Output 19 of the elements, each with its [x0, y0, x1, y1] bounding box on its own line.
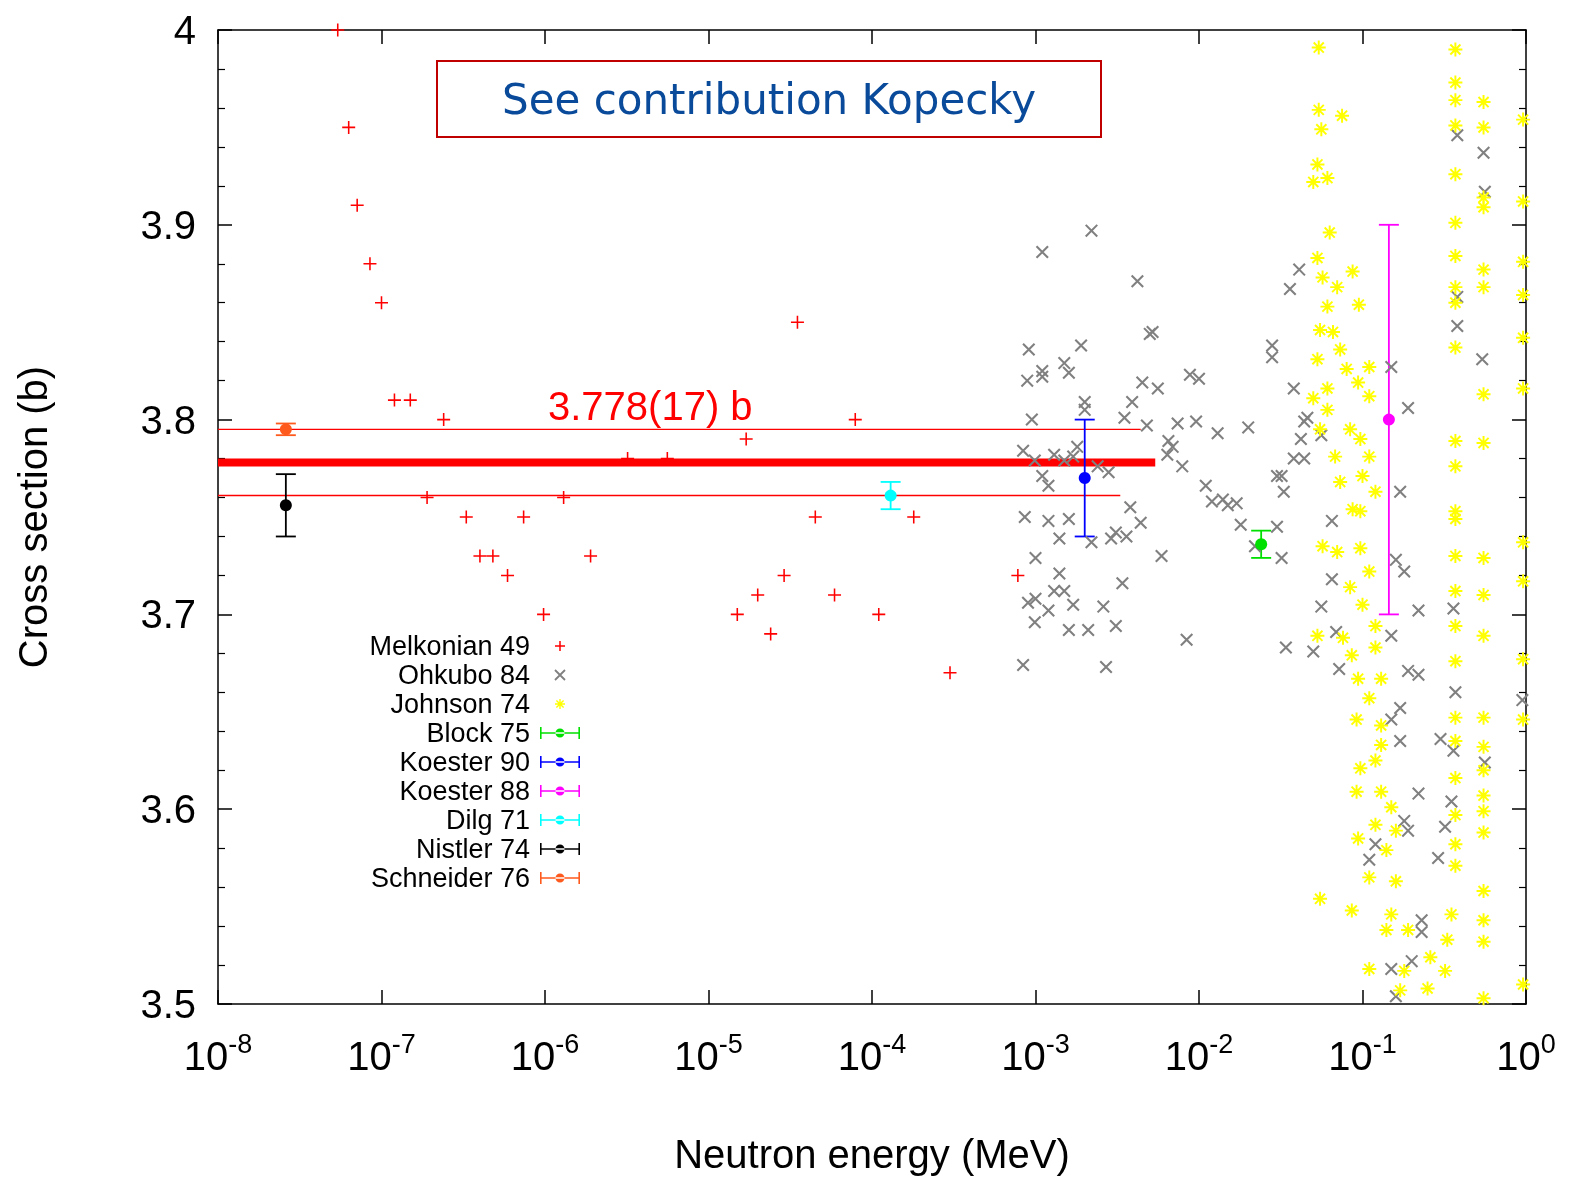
y-tick-label: 3.7: [140, 592, 196, 637]
y-axis-title: Cross section (b): [11, 365, 55, 669]
annotation: See contribution Kopecky: [501, 74, 1037, 124]
annotation: 3.778(17) b: [548, 384, 753, 428]
y-tick-label: 3.6: [140, 787, 196, 832]
legend-label: Nistler 74: [415, 834, 530, 864]
legend-label: Dilg 71: [445, 805, 530, 835]
x-axis-title: Neutron energy (MeV): [674, 1132, 1070, 1176]
y-tick-label: 3.5: [140, 982, 196, 1026]
legend-label: Ohkubo 84: [397, 660, 530, 690]
legend-label: Schneider 76: [370, 863, 530, 893]
legend-label: Koester 88: [399, 776, 530, 806]
legend-label: Johnson 74: [390, 689, 530, 719]
legend-label: Koester 90: [399, 747, 530, 777]
y-tick-label: 3.8: [140, 397, 196, 442]
y-tick-label: 3.9: [140, 202, 196, 247]
legend-label: Block 75: [426, 718, 530, 748]
legend-label: Melkonian 49: [369, 631, 530, 661]
y-tick-label: 4: [173, 8, 196, 52]
